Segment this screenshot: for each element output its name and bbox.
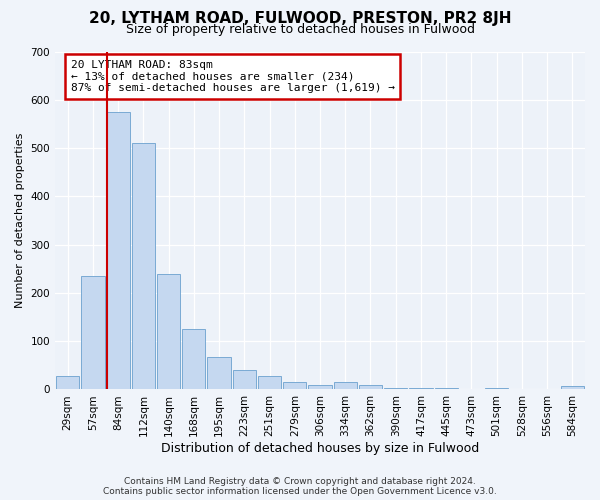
Bar xyxy=(384,388,407,390)
Y-axis label: Number of detached properties: Number of detached properties xyxy=(15,133,25,308)
Text: Size of property relative to detached houses in Fulwood: Size of property relative to detached ho… xyxy=(125,22,475,36)
Bar xyxy=(258,376,281,390)
Bar xyxy=(434,388,458,390)
Bar xyxy=(182,329,205,390)
Bar xyxy=(359,384,382,390)
X-axis label: Distribution of detached houses by size in Fulwood: Distribution of detached houses by size … xyxy=(161,442,479,455)
Bar xyxy=(409,388,433,390)
Text: 20 LYTHAM ROAD: 83sqm
← 13% of detached houses are smaller (234)
87% of semi-det: 20 LYTHAM ROAD: 83sqm ← 13% of detached … xyxy=(71,60,395,93)
Bar xyxy=(208,356,230,390)
Bar xyxy=(56,376,79,390)
Bar xyxy=(561,386,584,390)
Bar xyxy=(81,276,104,390)
Text: 20, LYTHAM ROAD, FULWOOD, PRESTON, PR2 8JH: 20, LYTHAM ROAD, FULWOOD, PRESTON, PR2 8… xyxy=(89,11,511,26)
Bar xyxy=(107,112,130,390)
Text: Contains HM Land Registry data © Crown copyright and database right 2024.
Contai: Contains HM Land Registry data © Crown c… xyxy=(103,476,497,496)
Bar xyxy=(233,370,256,390)
Bar xyxy=(157,274,180,390)
Bar xyxy=(485,388,508,390)
Bar xyxy=(308,384,332,390)
Bar xyxy=(132,143,155,390)
Bar xyxy=(334,382,357,390)
Bar xyxy=(283,382,307,390)
